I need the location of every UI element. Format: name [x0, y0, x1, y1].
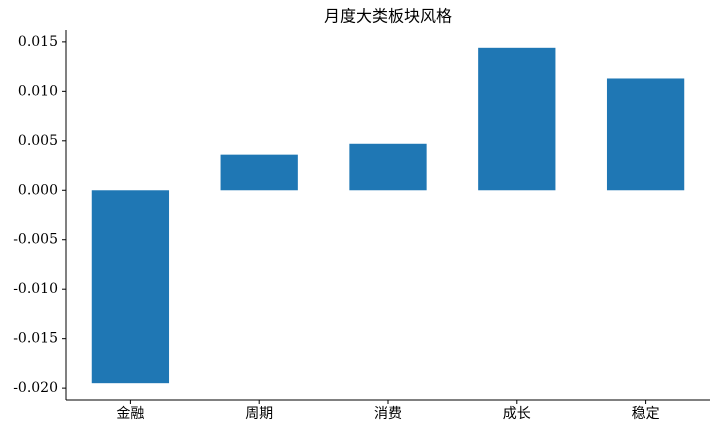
y-tick-label: -0.020: [13, 380, 58, 396]
y-tick-label: 0.000: [18, 182, 58, 198]
bar: [606, 78, 685, 191]
x-tick-label: 成长: [503, 406, 531, 422]
bar: [478, 47, 556, 191]
x-tick-label: 稳定: [632, 406, 660, 422]
y-tick-label: -0.010: [13, 281, 58, 297]
y-tick-label: 0.010: [18, 83, 58, 99]
x-tick-label: 金融: [116, 406, 144, 422]
x-tick-label: 周期: [245, 406, 273, 422]
y-tick-label: -0.015: [13, 331, 58, 347]
chart-title: 月度大类板块风格: [324, 7, 452, 26]
y-tick-label: 0.005: [18, 133, 58, 149]
y-tick-label: 0.015: [18, 34, 58, 50]
bar: [91, 190, 170, 384]
bar: [220, 154, 298, 191]
x-tick-label: 消费: [374, 406, 402, 422]
bar: [349, 143, 427, 191]
y-tick-label: -0.005: [13, 232, 58, 248]
